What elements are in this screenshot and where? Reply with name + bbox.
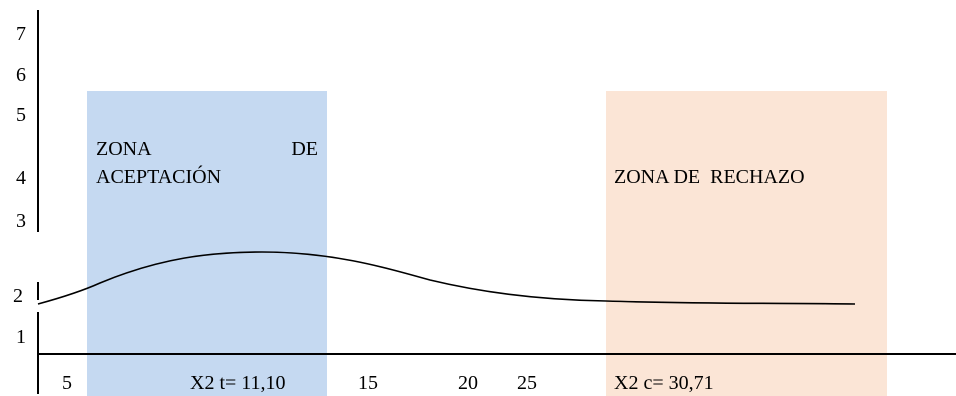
x-critical-table-label: X2 t= 11,10 (190, 372, 286, 394)
x-tick-20: 20 (458, 372, 478, 394)
x-tick-5: 5 (62, 372, 72, 394)
y-tick-4: 4 (16, 167, 26, 189)
acceptance-zone-label-line2: ACEPTACIÓN (96, 166, 222, 188)
rejection-zone (606, 91, 887, 396)
x-critical-calc-label: X2 c= 30,71 (614, 372, 714, 394)
acceptance-zone-word1: ZONA (96, 138, 152, 160)
acceptance-zone (87, 91, 327, 396)
y-tick-3: 3 (16, 210, 26, 232)
acceptance-zone-word2: DE (291, 138, 318, 160)
acceptance-zone-label-line1: ZONA DE (96, 137, 318, 161)
y-tick-6: 6 (16, 64, 26, 86)
y-tick-5: 5 (16, 104, 26, 126)
y-tick-1: 1 (16, 326, 26, 348)
x-tick-15: 15 (358, 372, 378, 394)
y-tick-7: 7 (16, 23, 26, 45)
y-tick-2: 2 (13, 285, 23, 307)
x-tick-25: 25 (517, 372, 537, 394)
distribution-curve (37, 251, 856, 305)
rejection-zone-label: ZONA DE RECHAZO (614, 166, 805, 188)
